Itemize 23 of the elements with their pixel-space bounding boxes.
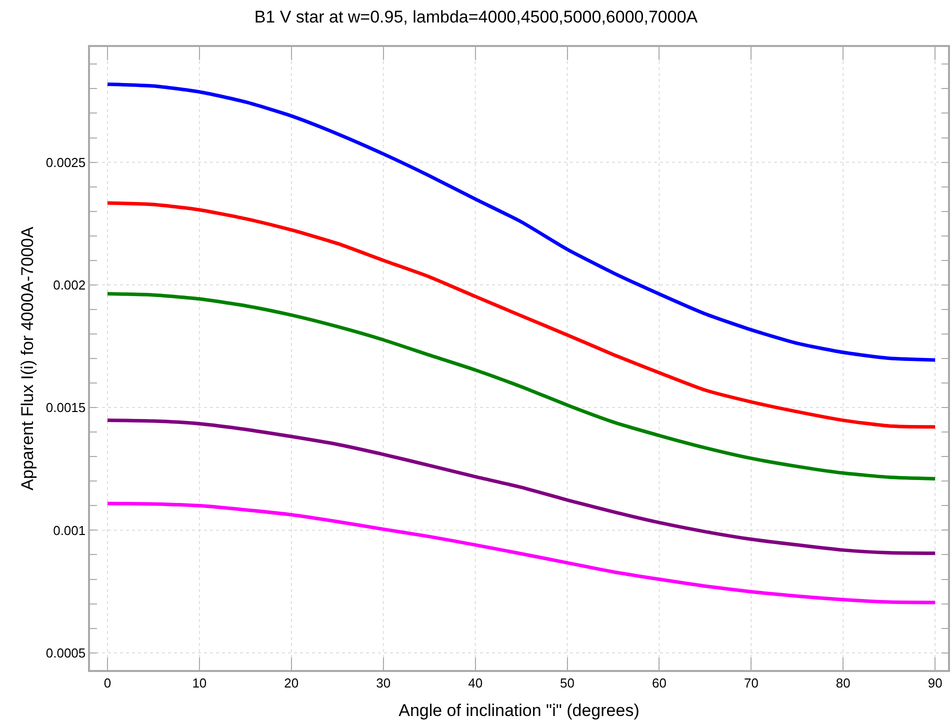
x-tick-label: 60 — [652, 675, 666, 690]
x-tick-label: 50 — [560, 675, 575, 690]
line-series — [106, 82, 937, 362]
x-tick-label: 0 — [104, 675, 112, 690]
x-tick-label: 70 — [744, 675, 758, 690]
chart-title: B1 V star at w=0.95, lambda=4000,4500,5000,6000,7000A — [254, 8, 698, 27]
x-tick-label: 90 — [928, 675, 942, 690]
y-tick-label: 0.0015 — [46, 400, 86, 416]
y-tick-label: 0.0005 — [46, 645, 86, 660]
y-tick-label: 0.0025 — [46, 154, 86, 170]
line-series — [106, 201, 937, 429]
x-tick-label: 10 — [192, 675, 207, 690]
x-axis-title: Angle of inclination "i" (degrees) — [398, 701, 640, 720]
line-series — [106, 418, 937, 555]
x-tick-label: 30 — [376, 675, 391, 690]
x-tick-label: 80 — [836, 675, 850, 690]
y-axis-title: Apparent Flux I(i) for 4000A-7000A — [18, 226, 37, 490]
x-tick-label: 40 — [468, 675, 483, 690]
y-tick-label: 0.001 — [53, 522, 86, 538]
line-series — [106, 292, 937, 480]
y-tick-label: 0.002 — [53, 277, 86, 292]
x-tick-label: 20 — [284, 675, 299, 690]
line-series — [106, 502, 937, 604]
